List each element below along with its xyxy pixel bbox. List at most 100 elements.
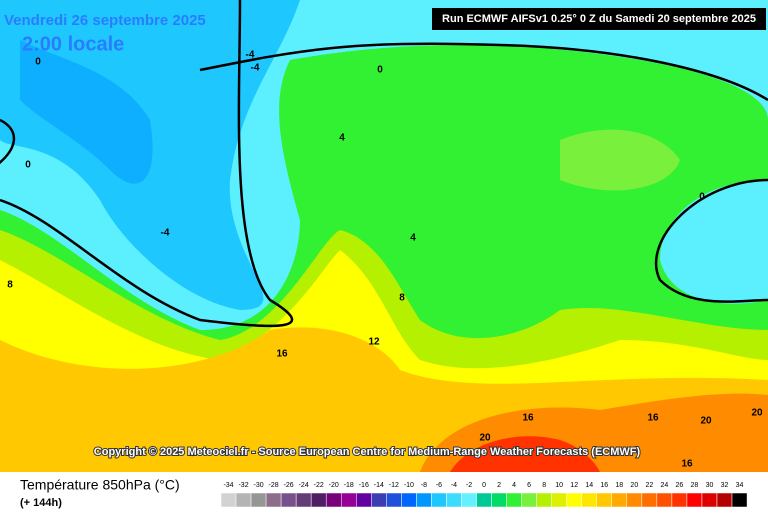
legend-tick: 4 (512, 482, 516, 489)
contour-label: 16 (522, 413, 534, 424)
contour-label: 0 (35, 57, 41, 68)
forecast-time: 2:00 locale (22, 33, 124, 55)
contour-label: 0 (25, 160, 31, 171)
legend-tick: -8 (421, 482, 427, 489)
copyright: Copyright © 2025 Meteociel.fr - Source E… (94, 446, 641, 458)
contour-label: 0 (699, 192, 705, 203)
contour-label: 20 (751, 408, 763, 419)
legend-title: Température 850hPa (°C) (20, 477, 180, 493)
contour-label: 12 (368, 337, 380, 348)
contour-label: -4 (161, 228, 170, 239)
legend-tick: -26 (284, 482, 294, 489)
legend-swatch (371, 492, 387, 508)
legend-swatch (581, 492, 597, 508)
legend-swatch (671, 492, 688, 508)
legend-tick: 18 (615, 482, 623, 489)
legend-tick: -12 (389, 482, 399, 489)
legend-swatch (566, 492, 582, 508)
legend-swatch (340, 492, 357, 508)
contour-label: 8 (399, 293, 405, 304)
legend-swatch (446, 492, 462, 508)
warm-patch (560, 129, 680, 191)
legend-swatch (431, 492, 447, 508)
legend-tick: 26 (676, 482, 684, 489)
legend-tick: 14 (585, 482, 593, 489)
legend-tick: 28 (691, 482, 699, 489)
legend-tick: 20 (630, 482, 638, 489)
legend-tick: 30 (706, 482, 714, 489)
contour-label: 16 (276, 349, 288, 360)
legend-tick: -16 (359, 482, 369, 489)
legend-swatch (310, 492, 327, 508)
legend-tick: -10 (404, 482, 414, 489)
legend-tick: -4 (451, 482, 457, 489)
legend-tick: 6 (527, 482, 531, 489)
legend-swatch (265, 492, 282, 508)
legend-swatch (235, 492, 252, 508)
legend-tick: -6 (436, 482, 442, 489)
legend-swatch (656, 492, 673, 508)
legend-swatch (716, 492, 733, 508)
legend-tick: -20 (329, 482, 339, 489)
legend-swatch (521, 492, 537, 508)
legend-tick: 22 (645, 482, 653, 489)
legend-swatch (280, 492, 297, 508)
legend-tick: 16 (600, 482, 608, 489)
legend-swatch (356, 492, 372, 508)
legend-tick: -24 (299, 482, 309, 489)
isotherm-zero (0, 0, 768, 328)
legend-tick: 34 (736, 482, 744, 489)
legend-swatch (491, 492, 507, 508)
legend-tick: 8 (542, 482, 546, 489)
contour-label: -4 (246, 50, 255, 61)
legend-tick: -28 (269, 482, 279, 489)
legend-swatch (701, 492, 718, 508)
run-box (432, 8, 766, 30)
contour-label: 0 (377, 65, 383, 76)
legend-swatch (551, 492, 567, 508)
legend-swatch (686, 492, 703, 508)
contour-label: 4 (339, 133, 345, 144)
legend-tick: 10 (555, 482, 563, 489)
legend-swatch (506, 492, 522, 508)
legend-tick: 2 (497, 482, 501, 489)
legend-swatch (250, 492, 267, 508)
hottest-core (450, 436, 600, 472)
legend-swatch (536, 492, 552, 508)
lead-time: (+ 144h) (20, 497, 62, 509)
contour-label: -4 (251, 63, 260, 74)
forecast-date: Vendredi 26 septembre 2025 (4, 12, 206, 29)
legend-swatch (641, 492, 658, 508)
legend-swatch (461, 492, 477, 508)
cold-core (20, 40, 153, 184)
legend-tick: -30 (254, 482, 264, 489)
legend-swatch (386, 492, 402, 508)
legend-swatch (731, 492, 748, 508)
contour-label: 20 (700, 416, 712, 427)
contour-label: 16 (647, 413, 659, 424)
legend-swatch (325, 492, 342, 508)
legend-tick: 12 (570, 482, 578, 489)
legend-swatch (596, 492, 613, 508)
contour-label: 16 (681, 459, 693, 470)
legend-swatch (476, 492, 492, 508)
legend-swatch (626, 492, 643, 508)
legend-swatch (611, 492, 628, 508)
contour-label: 4 (410, 233, 416, 244)
legend-tick: -2 (466, 482, 472, 489)
legend-tick: 0 (482, 482, 486, 489)
legend-swatch (220, 492, 237, 508)
legend-tick: 32 (721, 482, 729, 489)
legend-swatch (295, 492, 312, 508)
contour-label: 20 (479, 433, 491, 444)
run-info: Run ECMWF AIFSv1 0.25° 0 Z du Samedi 20 … (442, 13, 756, 25)
legend-tick: -14 (374, 482, 384, 489)
legend-swatch (401, 492, 417, 508)
legend-swatch (416, 492, 432, 508)
legend-tick: -34 (223, 482, 233, 489)
legend-tick: -32 (238, 482, 248, 489)
legend-tick: -18 (344, 482, 354, 489)
contour-label: 8 (7, 280, 13, 291)
legend-tick: -22 (314, 482, 324, 489)
